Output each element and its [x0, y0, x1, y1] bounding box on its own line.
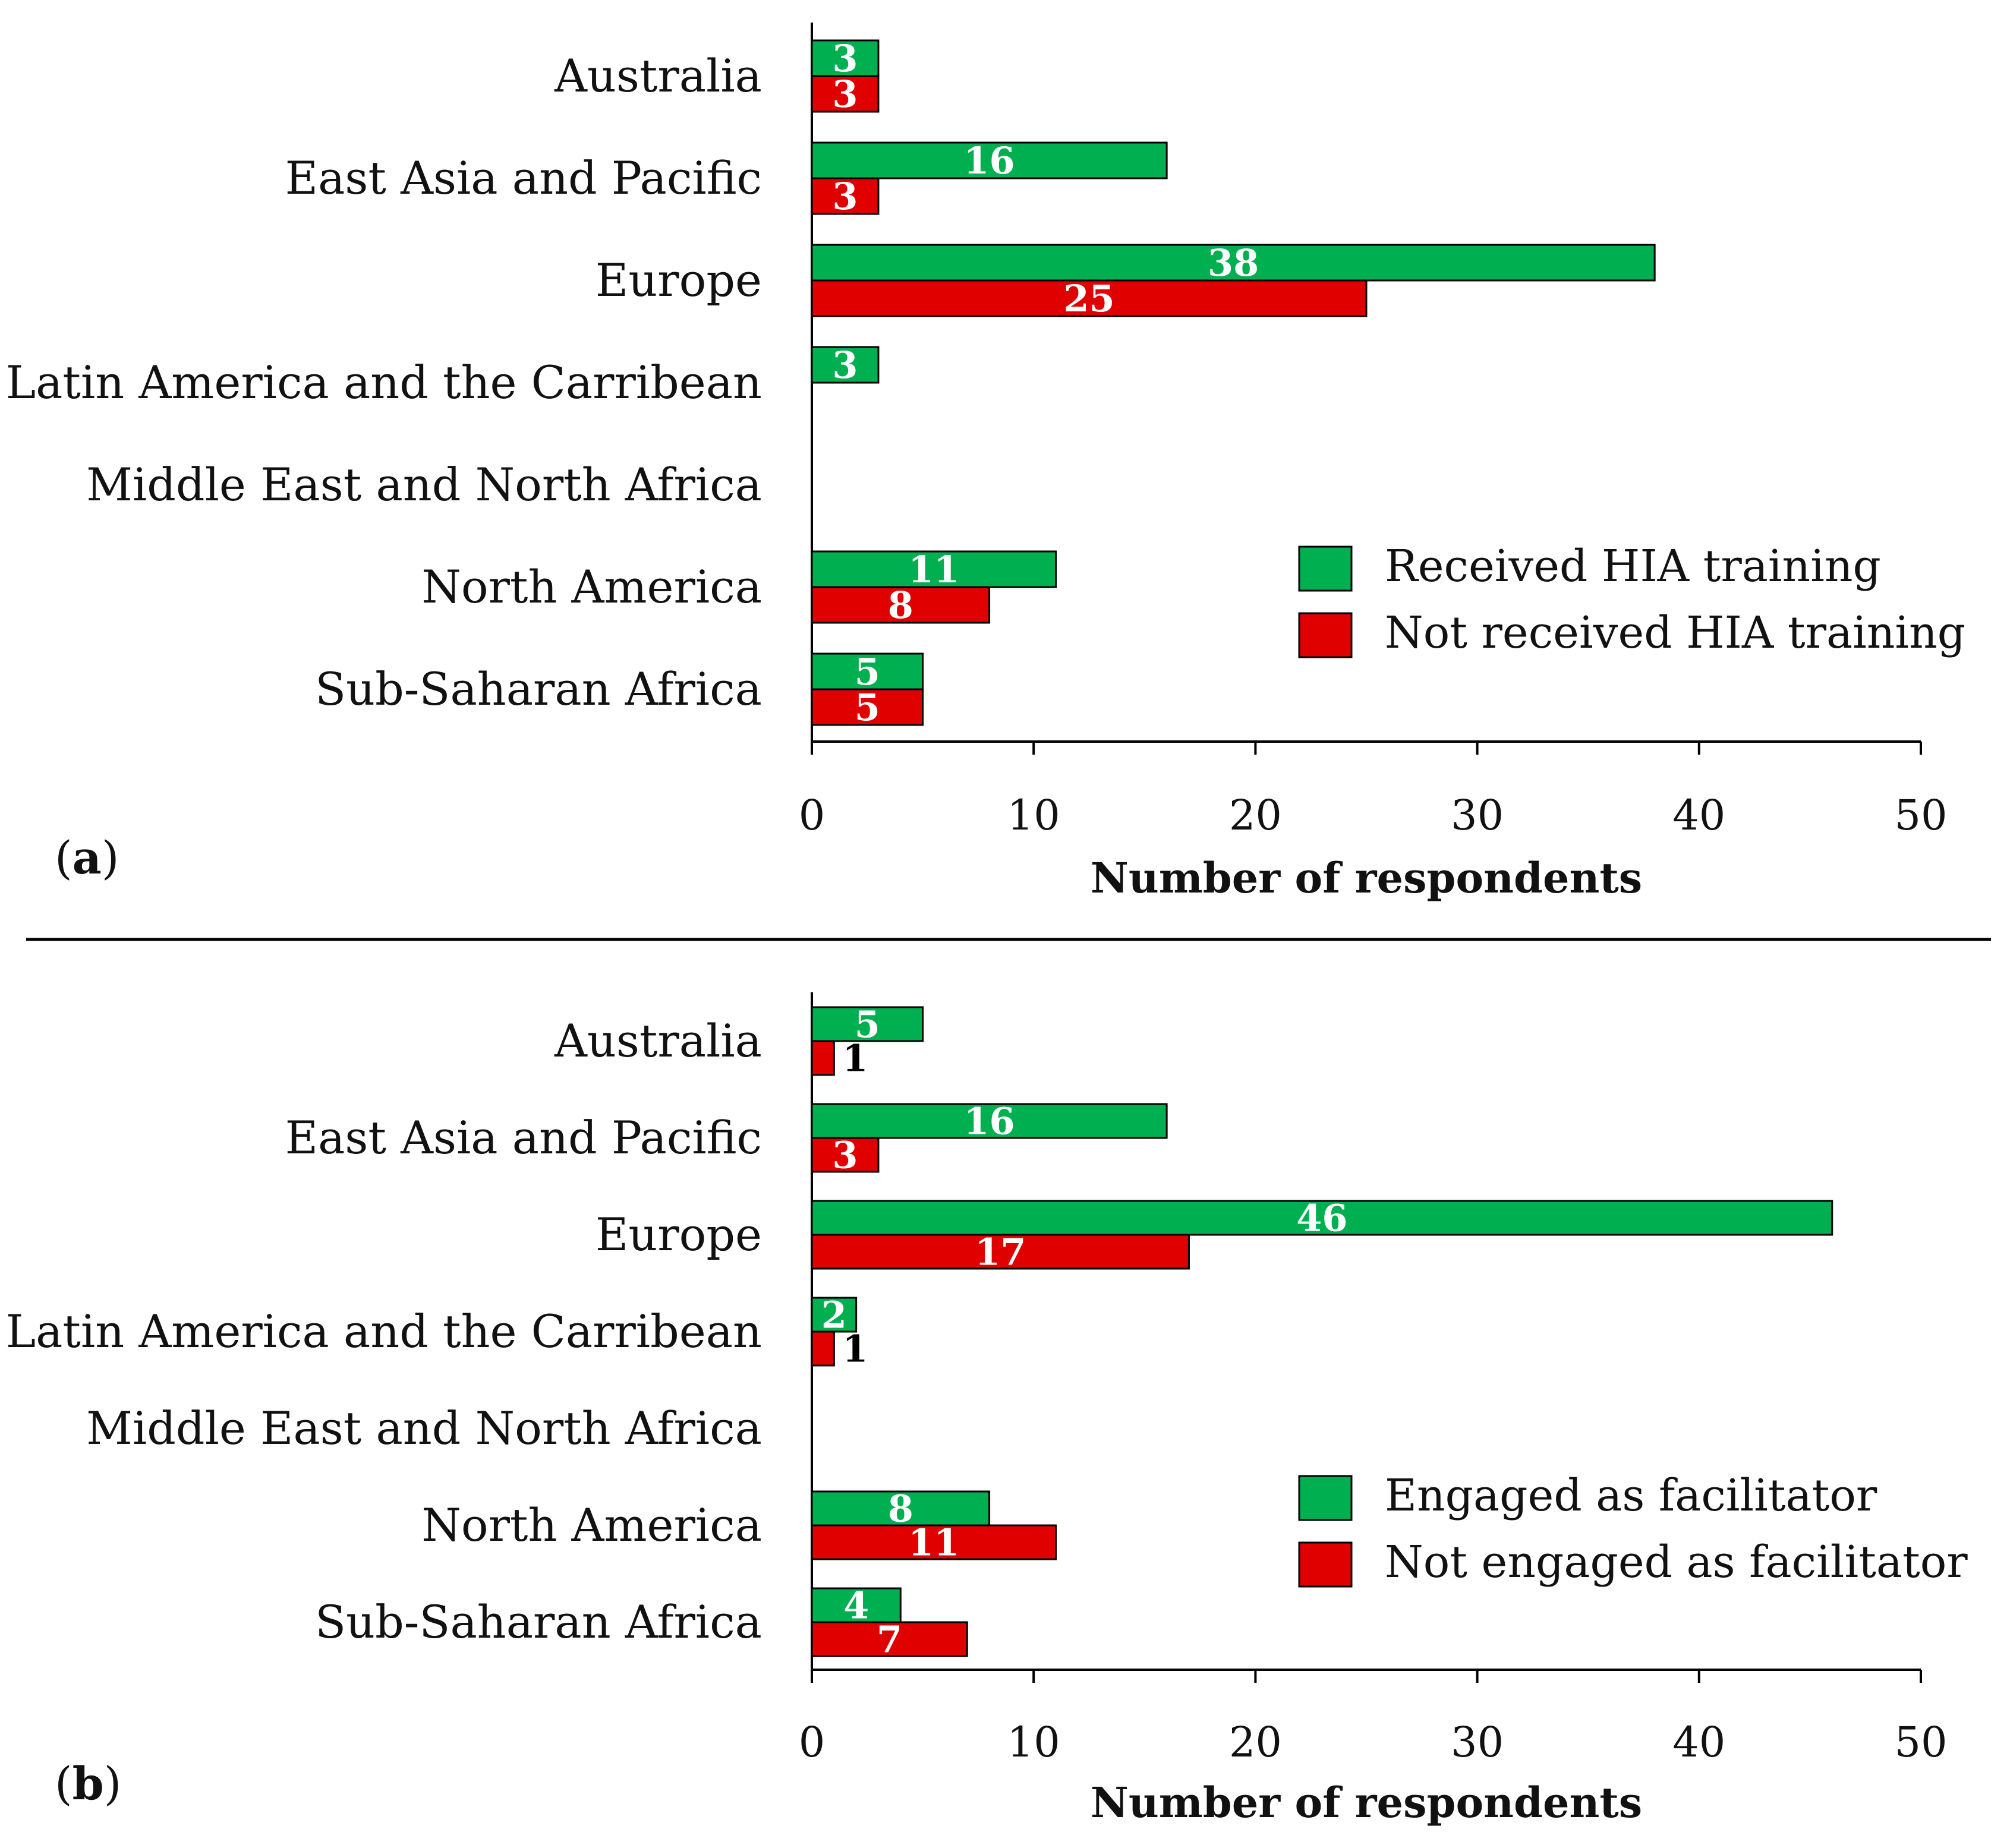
x-tick-label: 50	[1894, 791, 1947, 840]
x-tick-label: 50	[1894, 1718, 1947, 1767]
bar-series-1	[811, 1006, 924, 1042]
bar-series-2	[811, 1040, 835, 1076]
x-tick-label: 10	[1007, 1718, 1060, 1767]
panel-label-close: )	[102, 831, 119, 884]
bar-series-2	[811, 1621, 968, 1657]
bar-series-2	[811, 688, 924, 726]
data-label: 5	[855, 1003, 880, 1046]
panel-label-letter: b	[73, 1757, 104, 1810]
legend-label: Not engaged as facilitator	[1385, 1537, 1968, 1588]
data-label: 1	[842, 1037, 868, 1080]
data-label: 3	[832, 37, 858, 80]
x-tick-label: 30	[1451, 1718, 1504, 1767]
category-label: Sub-Saharan Africa	[315, 663, 762, 715]
x-tick-label: 20	[1229, 1718, 1282, 1767]
panel-a-chart: 0 10 20 30 40 50 Number of respondents (a) Austr…	[6, 23, 1965, 903]
category-label: Latin America and the Carribean	[6, 356, 762, 409]
data-label: 3	[832, 72, 858, 116]
data-label: 5	[855, 686, 880, 729]
bar-series-1	[811, 1200, 1833, 1236]
panel-label-open: (	[55, 1757, 73, 1810]
x-tick-label: 20	[1229, 791, 1282, 840]
category-label: Europe	[596, 1208, 762, 1261]
panel-label: (a)	[55, 831, 119, 884]
data-label: 8	[888, 584, 913, 627]
panel-label-close: )	[104, 1757, 122, 1810]
bar-series-2	[811, 1524, 1057, 1560]
legend-label: Not received HIA training	[1385, 607, 1965, 658]
legend-label: Engaged as facilitator	[1385, 1470, 1877, 1521]
bar-series-1	[811, 1103, 1168, 1139]
data-label: 8	[888, 1487, 913, 1531]
bar-series-2	[811, 177, 880, 215]
x-axis-title: Number of respondents	[1091, 1778, 1642, 1827]
legend-label: Received HIA training	[1385, 541, 1881, 592]
category-label: Australia	[554, 49, 762, 102]
data-label: 7	[877, 1618, 902, 1661]
bar-series-1	[811, 1297, 858, 1333]
bar-series-1	[811, 652, 924, 690]
bar-series-1	[811, 346, 880, 384]
bar-series-2	[811, 586, 991, 624]
data-label: 1	[842, 1327, 868, 1371]
legend-swatch	[1298, 545, 1353, 592]
x-tick-label: 40	[1672, 791, 1725, 840]
data-label: 17	[975, 1231, 1026, 1274]
x-tick-label: 40	[1672, 1718, 1725, 1767]
data-label: 16	[963, 1100, 1015, 1143]
category-label: Middle East and North Africa	[86, 458, 762, 511]
legend-swatch	[1298, 612, 1353, 658]
bar-series-2	[811, 1330, 835, 1367]
data-label: 11	[908, 1521, 959, 1565]
category-label: Middle East and North Africa	[86, 1402, 762, 1455]
data-label: 25	[1063, 277, 1114, 320]
data-label: 16	[963, 139, 1015, 182]
data-label: 3	[832, 1134, 858, 1177]
bar-series-1	[811, 244, 1656, 282]
data-label: 11	[908, 548, 959, 591]
category-label: Australia	[554, 1014, 762, 1067]
legend-swatch	[1298, 1541, 1353, 1588]
category-label: Europe	[596, 254, 762, 307]
category-label: East Asia and Pacific	[285, 1111, 762, 1164]
data-label: 5	[855, 650, 880, 693]
data-label: 38	[1208, 241, 1259, 285]
category-label: Sub-Saharan Africa	[315, 1595, 762, 1648]
panel-label-open: (	[55, 831, 73, 884]
x-axis-title: Number of respondents	[1091, 853, 1642, 903]
data-label: 4	[843, 1584, 869, 1628]
data-label: 3	[832, 175, 858, 218]
panel-label: (b)	[55, 1757, 121, 1810]
data-label: 46	[1296, 1197, 1347, 1240]
panel-b-chart: 0 10 20 30 40 50 Number of respondents (b) Austr…	[6, 992, 1968, 1827]
category-label: North America	[421, 560, 762, 613]
legend-swatch	[1298, 1475, 1353, 1521]
bar-series-1	[811, 39, 880, 77]
x-tick-label: 10	[1007, 791, 1060, 840]
category-label: East Asia and Pacific	[285, 152, 762, 204]
bar-series-2	[811, 279, 1368, 317]
data-label: 2	[821, 1294, 847, 1337]
bar-series-2	[811, 1137, 880, 1173]
category-label: Latin America and the Carribean	[6, 1305, 762, 1358]
panel-label-letter: a	[73, 831, 102, 884]
bar-series-2	[811, 75, 880, 113]
x-tick-label: 30	[1451, 791, 1504, 840]
category-label: North America	[421, 1499, 762, 1551]
bar-series-1	[811, 141, 1168, 179]
bar-series-1	[811, 550, 1057, 588]
data-label: 3	[832, 343, 858, 387]
bar-series-2	[811, 1234, 1190, 1270]
bar-series-1	[811, 1490, 991, 1527]
x-tick-label: 0	[799, 791, 826, 840]
x-tick-label: 0	[799, 1718, 826, 1767]
